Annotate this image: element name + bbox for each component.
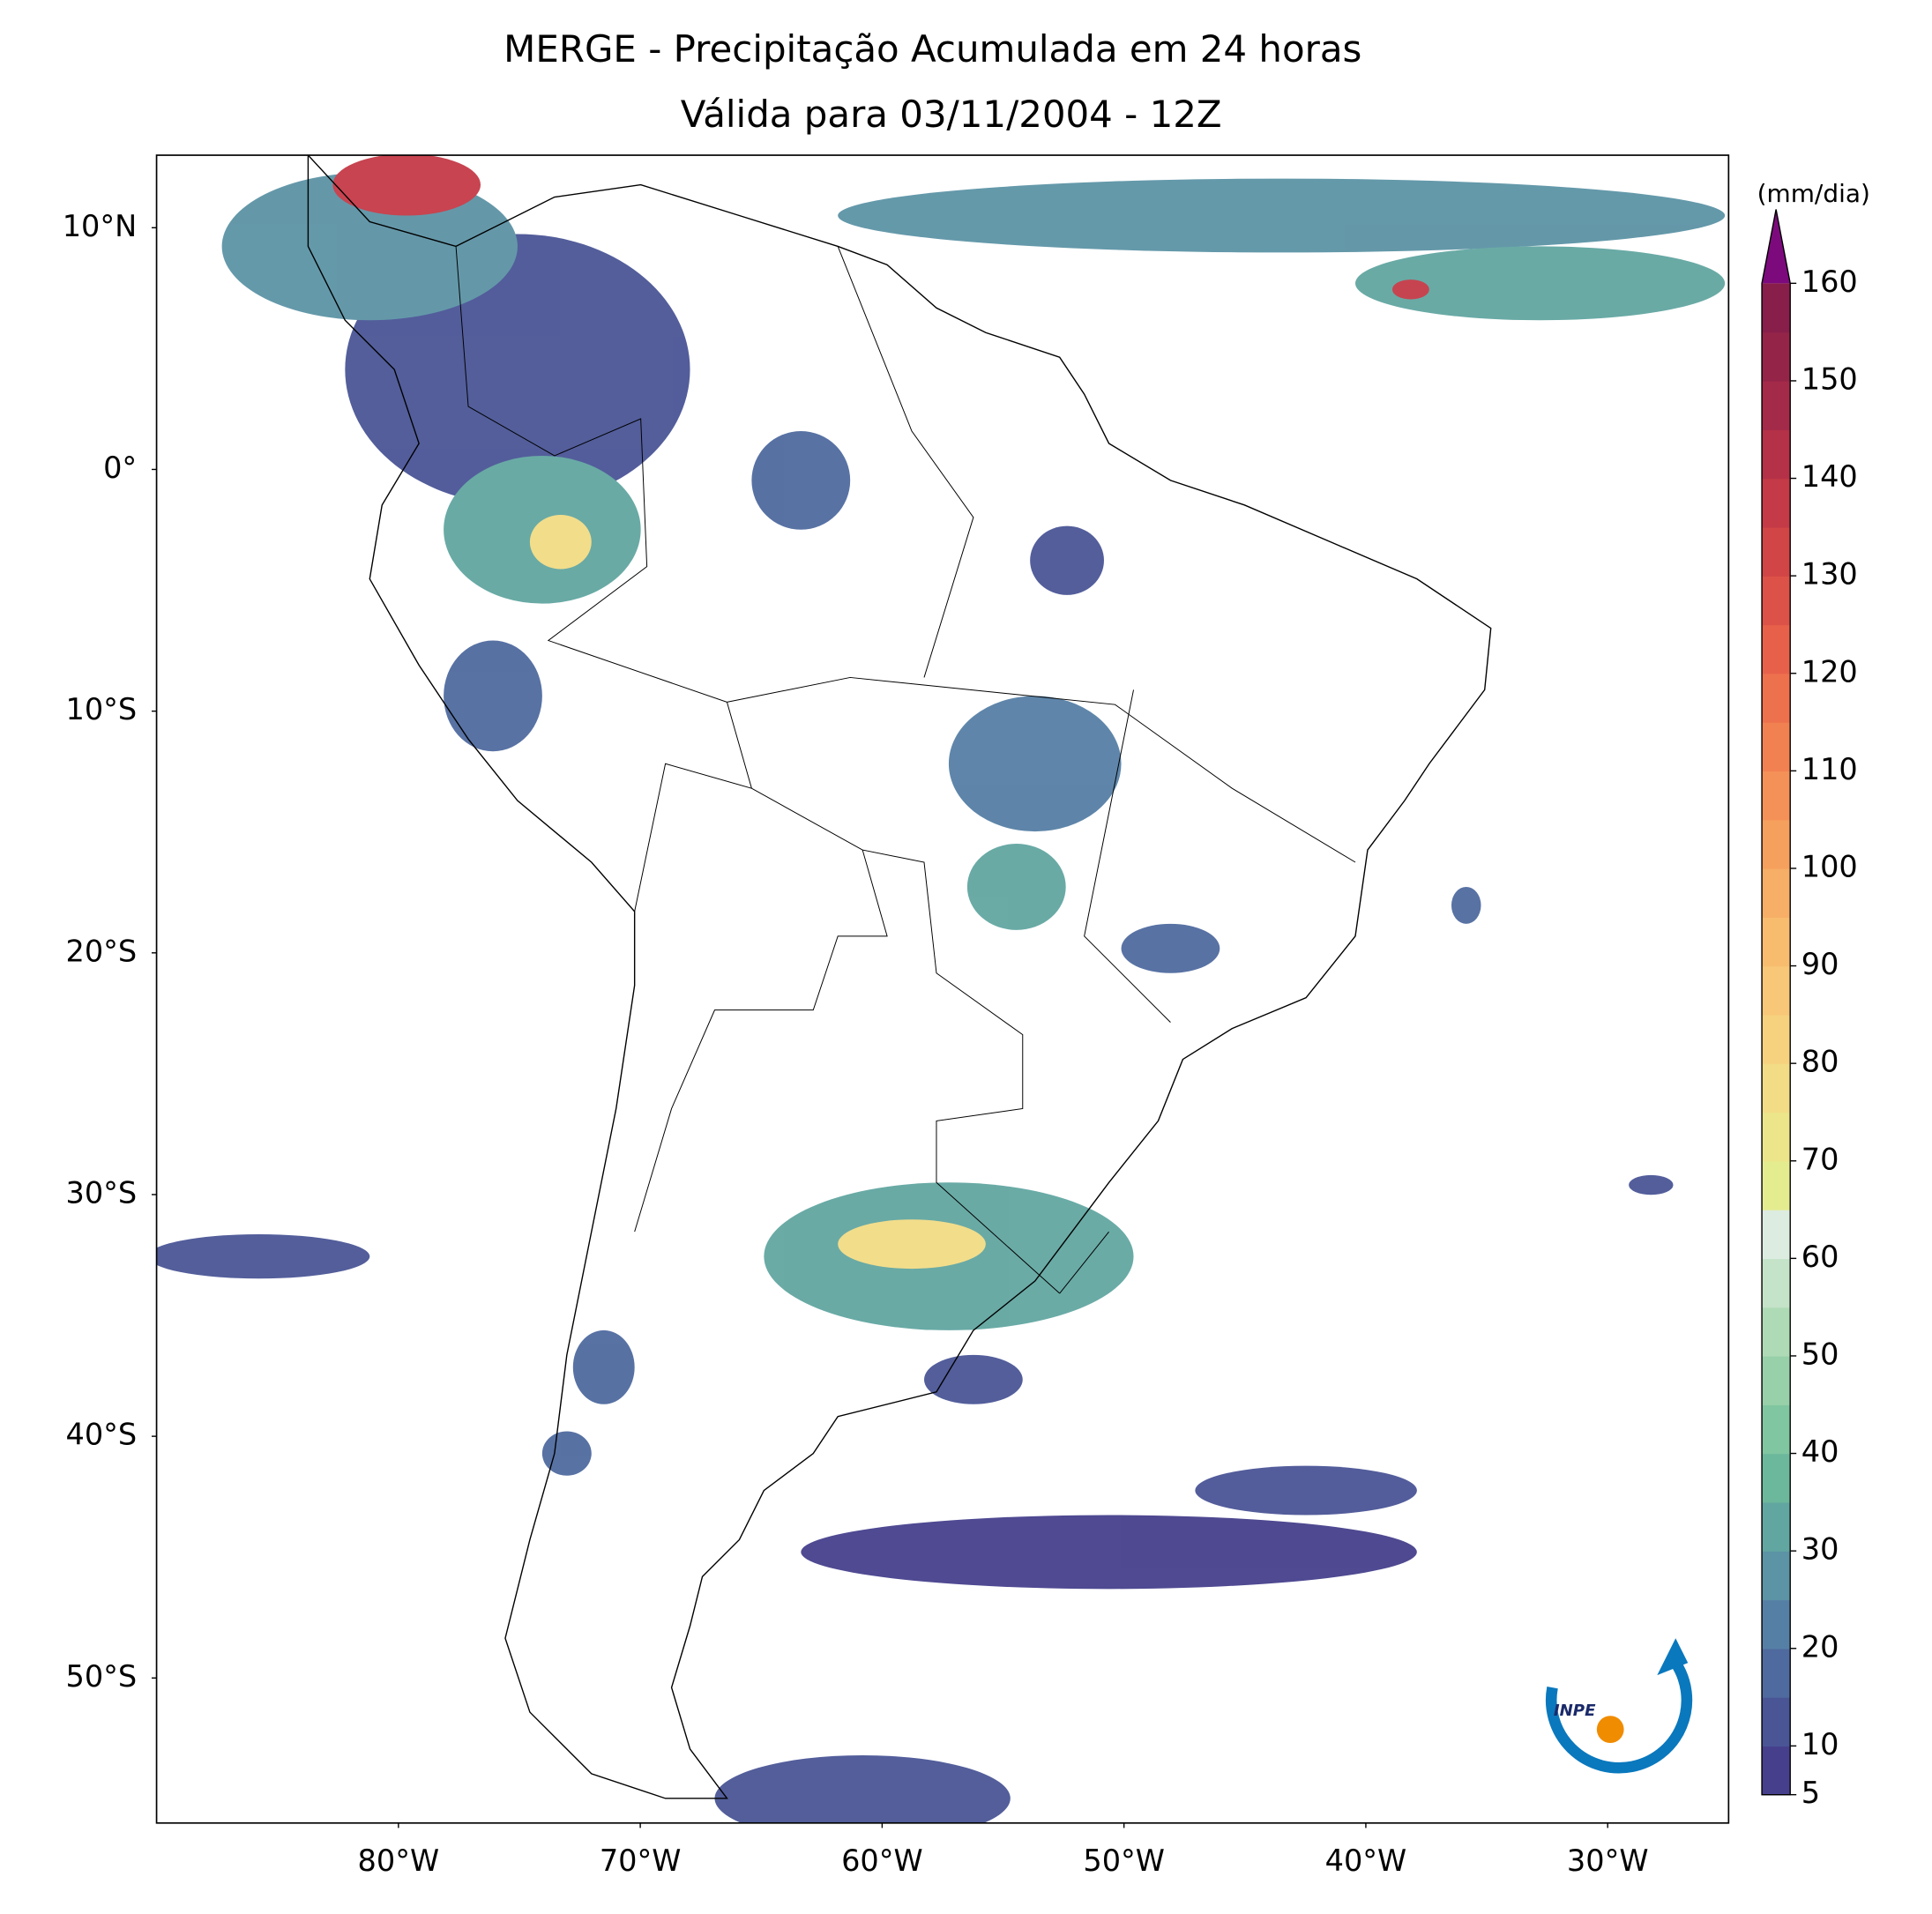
colorbar-label: (mm/dia) bbox=[1757, 179, 1870, 208]
colorbar-band bbox=[1762, 1648, 1791, 1698]
colorbar-band bbox=[1762, 722, 1791, 772]
colorbar-band bbox=[1762, 771, 1791, 821]
y-tick-label: 0° bbox=[103, 451, 137, 485]
colorbar-tick-label: 160 bbox=[1801, 264, 1858, 299]
colorbar-band bbox=[1762, 1453, 1791, 1503]
colorbar-band bbox=[1762, 1551, 1791, 1601]
colorbar-tick-label: 80 bbox=[1801, 1045, 1839, 1079]
x-tick-label: 30°W bbox=[1567, 1843, 1649, 1878]
colorbar-tick-label: 20 bbox=[1801, 1629, 1839, 1664]
logo: INPE bbox=[1545, 1638, 1693, 1774]
colorbar-extend bbox=[1762, 209, 1791, 284]
colorbar-band bbox=[1762, 380, 1791, 430]
colorbar-band bbox=[1762, 576, 1791, 626]
x-tick-label: 40°W bbox=[1325, 1843, 1407, 1878]
colorbar-band bbox=[1762, 429, 1791, 480]
colorbar-tick-label: 50 bbox=[1801, 1337, 1839, 1371]
colorbar-band bbox=[1762, 965, 1791, 1016]
logo-text: INPE bbox=[1554, 1702, 1596, 1720]
colorbar-tick-label: 10 bbox=[1801, 1727, 1839, 1761]
colorbar-band bbox=[1762, 673, 1791, 723]
colorbar-band bbox=[1762, 917, 1791, 967]
x-tick-label: 70°W bbox=[600, 1843, 682, 1878]
borders bbox=[455, 246, 1356, 1294]
title-line: MERGE - Precipitação Acumulada em 24 hor… bbox=[504, 27, 1361, 71]
colorbar-tick-label: 60 bbox=[1801, 1240, 1839, 1274]
colorbar-band bbox=[1762, 478, 1791, 528]
colorbar-tick-label: 130 bbox=[1801, 557, 1858, 592]
y-tick-label: 40°S bbox=[66, 1418, 138, 1452]
colorbar-band bbox=[1762, 1501, 1791, 1552]
colorbar-band bbox=[1762, 1599, 1791, 1650]
colorbar-band bbox=[1762, 1063, 1791, 1113]
title-line: Válida para 03/11/2004 - 12Z bbox=[681, 93, 1222, 136]
y-tick-label: 50°S bbox=[66, 1659, 138, 1694]
colorbar-band bbox=[1762, 624, 1791, 674]
colorbar-band bbox=[1762, 331, 1791, 382]
colorbar-band bbox=[1762, 526, 1791, 577]
x-tick-label: 60°W bbox=[841, 1843, 923, 1878]
colorbar-tick-label: 70 bbox=[1801, 1142, 1839, 1176]
colorbar-band bbox=[1762, 1746, 1791, 1796]
colorbar-band bbox=[1762, 1014, 1791, 1064]
colorbar-band bbox=[1762, 1160, 1791, 1210]
y-tick-label: 20°S bbox=[66, 934, 138, 968]
precipitation-field bbox=[156, 155, 1726, 1823]
colorbar-tick-label: 110 bbox=[1801, 752, 1858, 786]
colorbar-tick-label: 140 bbox=[1801, 459, 1858, 494]
colorbar-band bbox=[1762, 819, 1791, 869]
colorbar-band bbox=[1762, 283, 1791, 333]
x-tick-label: 80°W bbox=[358, 1843, 440, 1878]
colorbar-band bbox=[1762, 1307, 1791, 1357]
colorbar-band bbox=[1762, 1697, 1791, 1747]
colorbar-tick-label: 5 bbox=[1801, 1776, 1820, 1810]
colorbar-tick-label: 100 bbox=[1801, 849, 1858, 883]
map-area bbox=[156, 155, 1726, 1823]
colorbar-tick-label: 120 bbox=[1801, 654, 1858, 689]
colorbar-band bbox=[1762, 868, 1791, 918]
colorbar-band bbox=[1762, 1112, 1791, 1162]
map-frame bbox=[155, 154, 1730, 1824]
colorbar-band bbox=[1762, 1210, 1791, 1260]
colorbar-tick-label: 90 bbox=[1801, 947, 1839, 981]
coastline bbox=[307, 155, 1492, 1799]
colorbar-band bbox=[1762, 1355, 1791, 1405]
y-tick-label: 10°N bbox=[63, 209, 137, 243]
colorbar-tick-label: 30 bbox=[1801, 1532, 1839, 1567]
y-tick-label: 10°S bbox=[66, 692, 138, 726]
colorbar-band bbox=[1762, 1404, 1791, 1455]
colorbar-tick-label: 40 bbox=[1801, 1434, 1839, 1469]
colorbar-tick-label: 150 bbox=[1801, 361, 1858, 396]
x-tick-label: 50°W bbox=[1083, 1843, 1165, 1878]
colorbar-frame bbox=[1761, 209, 1791, 1796]
colorbar-band bbox=[1762, 1258, 1791, 1308]
y-tick-label: 30°S bbox=[66, 1175, 138, 1210]
